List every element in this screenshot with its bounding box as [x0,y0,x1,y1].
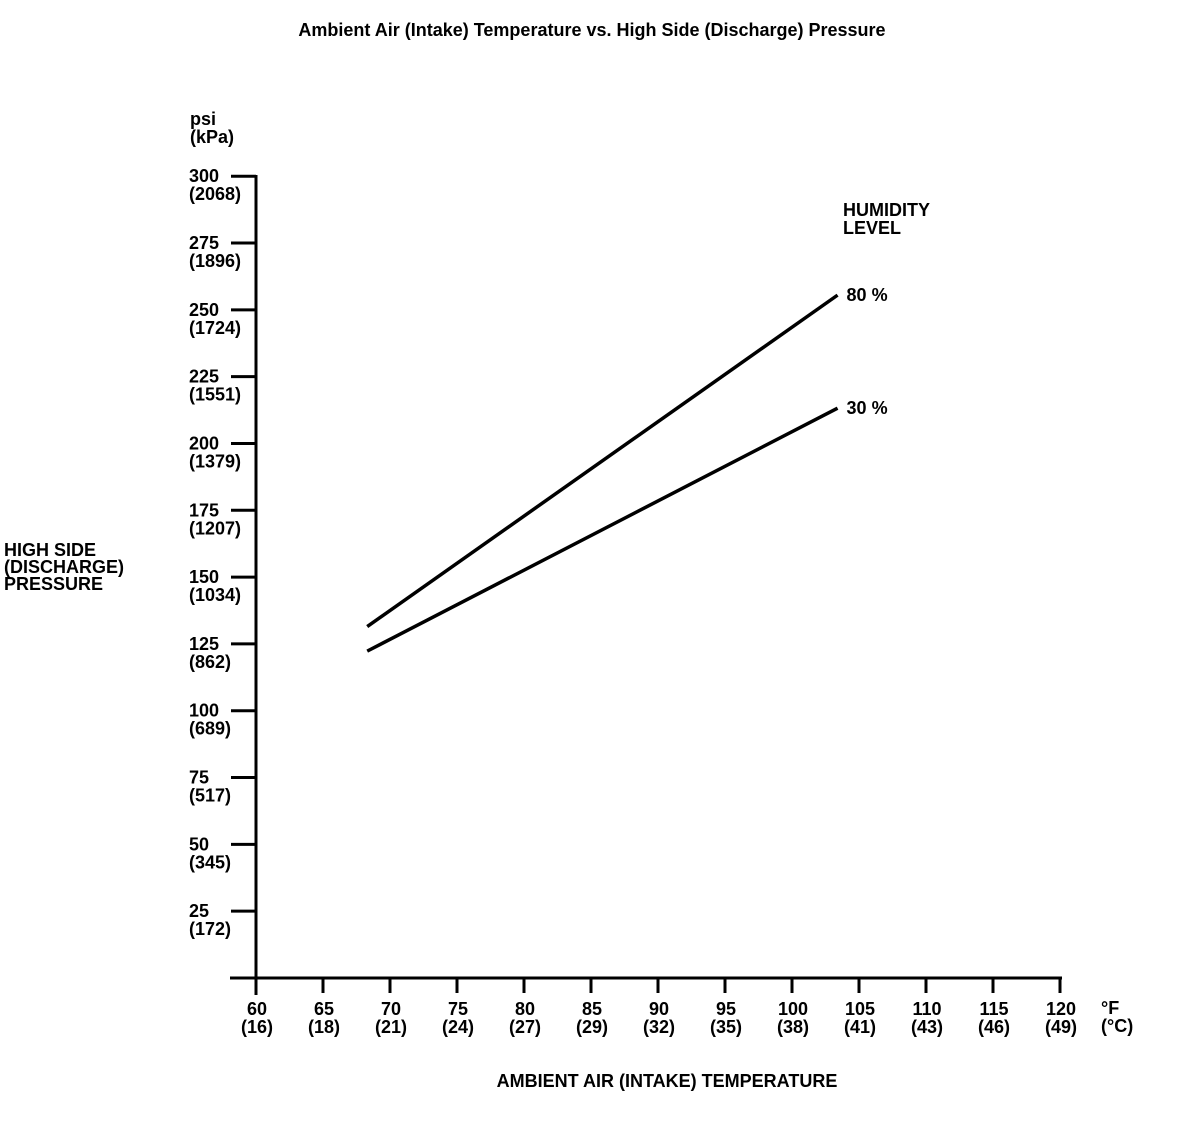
y-tick-label-kpa: (172) [189,919,231,939]
chart-title: Ambient Air (Intake) Temperature vs. Hig… [298,20,886,40]
x-unit-c: (°C) [1101,1016,1134,1036]
x-tick-label-c: (49) [1045,1017,1077,1037]
y-tick-label-psi: 250 [189,300,219,320]
x-tick-label-f: 65 [314,999,334,1019]
legend-title: HUMIDITY LEVEL [843,200,930,238]
y-tick-label-kpa: (1896) [189,251,241,271]
x-tick-label-c: (29) [576,1017,608,1037]
y-tick-label-kpa: (862) [189,652,231,672]
y-tick-label-kpa: (517) [189,786,231,806]
y-unit-kpa: (kPa) [190,127,235,147]
y-tick-label-psi: 175 [189,500,219,520]
y-tick-label-kpa: (1379) [189,451,241,471]
y-unit-psi: psi [190,109,217,129]
x-tick-label-f: 110 [912,999,941,1019]
x-axis-unit-label: °F (°C) [1101,999,1133,1035]
x-tick-label-f: 120 [1046,999,1076,1019]
y-title-line-2: (DISCHARGE) [4,557,124,577]
x-unit-f: °F [1101,998,1120,1018]
x-tick-label-c: (32) [643,1017,675,1037]
x-tick-label-c: (46) [978,1017,1010,1037]
y-tick-label-psi: 75 [189,768,209,788]
legend-title-line-2: LEVEL [843,217,902,238]
x-tick-label-c: (24) [442,1017,474,1037]
y-title-line-1: HIGH SIDE [4,540,97,560]
series-line-30 [366,406,839,653]
y-tick-label-psi: 225 [189,367,219,387]
x-tick-label-c: (21) [375,1017,407,1037]
x-tick-label-c: (27) [509,1017,541,1037]
series-label: 80 % [847,285,888,305]
x-tick-label-f: 70 [381,999,401,1019]
x-tick-label-f: 90 [649,999,669,1019]
x-tick-label-c: (35) [710,1017,742,1037]
x-tick-label-f: 115 [979,999,1008,1019]
y-axis-unit-label: psi (kPa) [190,110,234,146]
x-tick-label-f: 85 [582,999,602,1019]
y-tick-label-kpa: (345) [189,852,231,872]
x-tick-label-f: 80 [515,999,535,1019]
x-tick-label-c: (18) [308,1017,340,1037]
y-tick-label-kpa: (1034) [189,585,241,605]
y-tick-label-psi: 200 [189,433,219,453]
x-tick-label-c: (38) [777,1017,809,1037]
y-tick-label-kpa: (689) [189,719,231,739]
y-tick-label-kpa: (1551) [189,385,241,405]
y-tick-label-psi: 125 [189,634,219,654]
x-tick-label-f: 105 [845,999,875,1019]
x-tick-label-c: (41) [844,1017,876,1037]
y-tick-label-psi: 100 [189,701,219,721]
y-tick-label-psi: 150 [189,567,219,587]
series-line-80 [366,293,839,628]
series-label: 30 % [847,398,888,418]
y-tick-label-kpa: (1207) [189,518,241,538]
x-tick-label-f: 95 [716,999,736,1019]
x-tick-label-c: (16) [241,1017,273,1037]
y-tick-label-psi: 275 [189,233,219,253]
y-tick-label-kpa: (2068) [189,184,241,204]
y-title-line-3: PRESSURE [4,574,104,594]
x-axis-title: AMBIENT AIR (INTAKE) TEMPERATURE [496,1071,838,1091]
x-tick-label-f: 75 [448,999,468,1019]
y-tick-label-kpa: (1724) [189,318,241,338]
y-tick-label-psi: 50 [189,834,209,854]
y-axis-title: HIGH SIDE (DISCHARGE) PRESSURE [4,540,124,594]
legend-title-line-1: HUMIDITY [843,200,930,220]
y-tick-label-psi: 25 [189,901,209,921]
y-tick-label-psi: 300 [189,166,219,186]
x-tick-label-f: 100 [778,999,808,1019]
x-tick-label-c: (43) [911,1017,943,1037]
x-tick-label-f: 60 [247,999,267,1019]
